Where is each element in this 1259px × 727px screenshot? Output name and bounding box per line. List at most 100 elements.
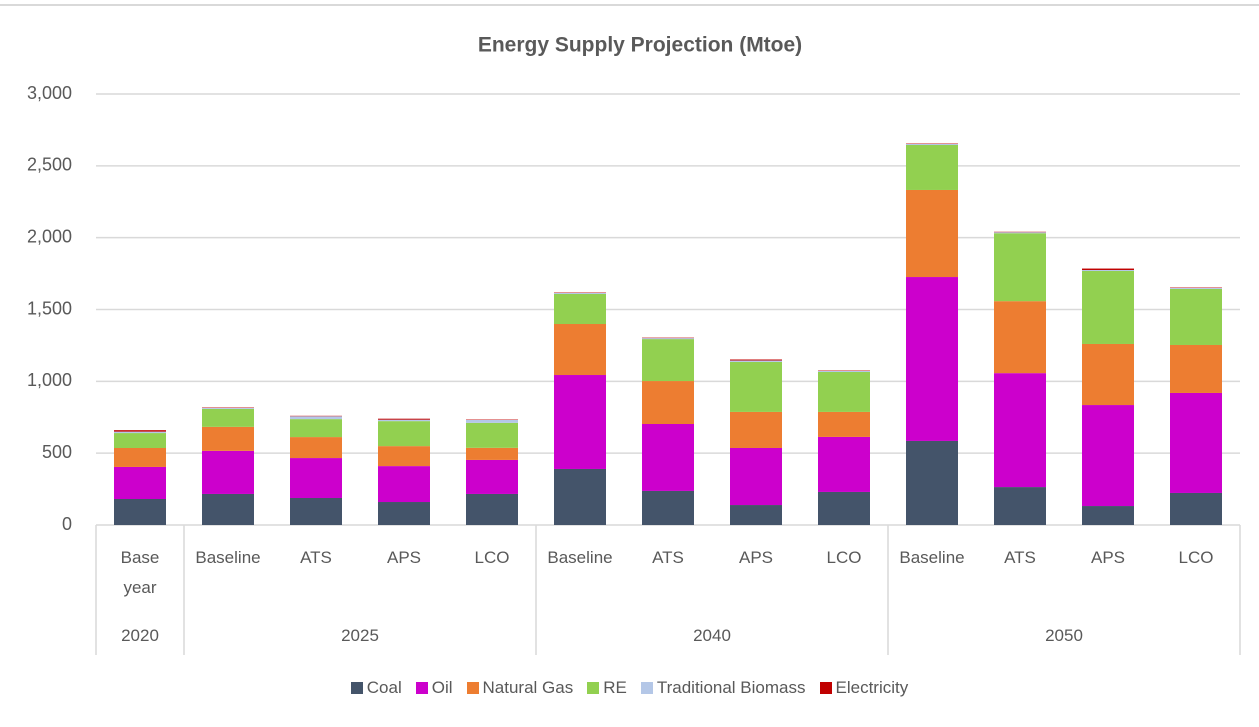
bar-segment (378, 502, 430, 525)
bar-segment (378, 418, 430, 420)
bar-segment (818, 491, 870, 525)
bar-segment (202, 426, 254, 451)
legend-item: Coal (350, 678, 402, 698)
bar-segment (1082, 268, 1134, 270)
legend-swatch (640, 682, 653, 694)
bar-segment (466, 447, 518, 460)
bar-segment (730, 360, 782, 362)
bar-segment (1170, 287, 1222, 289)
bar-segment (818, 436, 870, 492)
bar-segment (994, 232, 1046, 234)
x-tick-label: ATS (300, 548, 332, 567)
x-tick-label: ATS (1004, 548, 1036, 567)
bar-segment (994, 233, 1046, 302)
y-tick-label: 1,500 (27, 298, 72, 318)
x-tick-label: Base year (120, 548, 160, 597)
y-tick-label: 2,500 (27, 155, 72, 175)
bar-segment (290, 497, 342, 525)
bar-segment (642, 424, 694, 491)
bar-segment (1170, 344, 1222, 393)
bar-segment (290, 416, 342, 420)
legend-item: Traditional Biomass (640, 678, 806, 698)
bar-segment (906, 440, 958, 525)
bar-segment (906, 189, 958, 278)
bar-segment (554, 375, 606, 469)
bar-segment (730, 359, 782, 361)
group-label: 2050 (1045, 626, 1083, 645)
group-label: 2020 (121, 626, 159, 645)
bar-segment (994, 487, 1046, 525)
bar-segment (378, 466, 430, 503)
legend-label: Coal (366, 678, 402, 697)
bar-segment (290, 437, 342, 459)
y-tick-label: 0 (62, 514, 72, 534)
bar-segment (906, 145, 958, 190)
bar-segment (1082, 270, 1134, 344)
bar-segment (378, 446, 430, 467)
bar-segment (1082, 343, 1134, 406)
x-tick-label: APS (386, 548, 422, 567)
legend-swatch (350, 682, 363, 694)
legend-label: RE (603, 678, 627, 697)
bar-segment (730, 361, 782, 412)
bar-segment (818, 411, 870, 437)
legend-swatch (466, 682, 479, 694)
bar-segment (466, 459, 518, 494)
x-tick-label: LCO (474, 548, 510, 567)
legend-label: Electricity (835, 678, 909, 697)
bar-segment (554, 293, 606, 325)
bar-segment (202, 493, 254, 525)
legend-swatch (587, 682, 600, 694)
legend-item: Natural Gas (466, 678, 574, 698)
bar-segment (114, 430, 166, 432)
x-tick-label: APS (738, 548, 774, 567)
bar-segment (466, 422, 518, 448)
bar-segment (1082, 405, 1134, 507)
legend-item: Electricity (819, 678, 909, 698)
bar-segment (1082, 506, 1134, 525)
bar-segment (378, 421, 430, 447)
legend-label: Natural Gas (482, 678, 574, 697)
bar-segment (906, 143, 958, 146)
bar-segment (1082, 269, 1134, 271)
bar-segment (818, 371, 870, 412)
bar-segment (114, 447, 166, 467)
bar-segment (642, 490, 694, 525)
bar-segment (730, 411, 782, 448)
bar-segment (290, 419, 342, 438)
chart-title: Energy Supply Projection (Mtoe) (478, 34, 802, 57)
bar-segment (554, 324, 606, 376)
bar-segment (642, 339, 694, 382)
bar-segment (202, 450, 254, 494)
group-label: 2040 (693, 626, 731, 645)
x-tick-label: APS (1090, 548, 1126, 567)
x-tick-label: Baseline (195, 548, 261, 567)
y-tick-label: 1,000 (27, 370, 72, 390)
y-tick-label: 2,000 (27, 226, 72, 246)
group-label: 2025 (341, 626, 379, 645)
bar-segment (290, 458, 342, 498)
bar-segment (554, 292, 606, 294)
legend-item: Oil (415, 678, 453, 698)
bar-segment (1170, 492, 1222, 525)
legend-swatch (415, 682, 428, 694)
y-tick-label: 3,000 (27, 83, 72, 103)
bar-segment (114, 466, 166, 499)
bar-segment (554, 468, 606, 525)
bar-segment (730, 505, 782, 525)
legend-swatch (819, 682, 832, 694)
legend-item: RE (587, 678, 627, 698)
bar-segment (1170, 392, 1222, 493)
x-tick-label: LCO (1178, 548, 1214, 567)
bar-segment (466, 419, 518, 423)
bar-segment (730, 447, 782, 506)
bar-segment (202, 408, 254, 427)
bar-segment (114, 498, 166, 525)
bar-segment (906, 277, 958, 441)
bar-segment (642, 338, 694, 340)
x-tick-label: ATS (652, 548, 684, 567)
legend: Coal Oil Natural Gas RE Traditional Biomass E… (0, 678, 1259, 698)
bar-segment (994, 373, 1046, 488)
